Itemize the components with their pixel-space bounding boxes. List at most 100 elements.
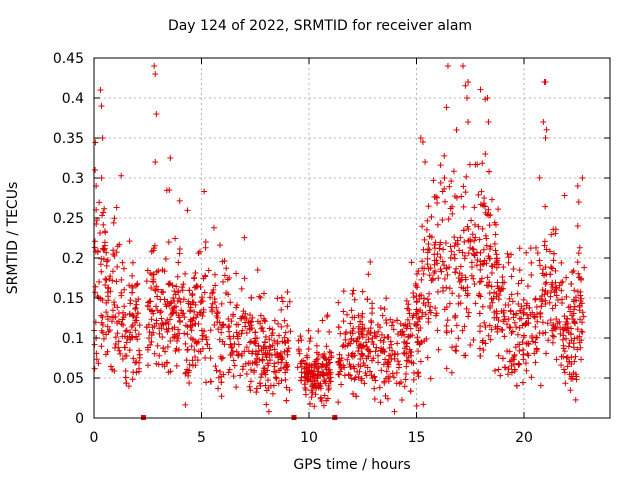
data-point-marker — [359, 310, 366, 317]
data-point-marker — [179, 284, 186, 291]
data-point-marker — [549, 305, 556, 312]
data-point-marker — [441, 262, 448, 269]
data-point-marker — [537, 309, 544, 316]
data-point-marker — [537, 382, 544, 389]
data-point-marker — [413, 293, 420, 300]
x-axis-label: GPS time / hours — [293, 457, 411, 473]
data-point-marker — [114, 263, 121, 270]
data-point-marker — [263, 401, 270, 408]
data-point-marker — [256, 293, 263, 300]
data-point-marker — [575, 270, 582, 277]
data-point-marker — [370, 341, 377, 348]
data-point-marker — [575, 199, 582, 205]
data-point-marker — [174, 332, 181, 339]
data-point-marker — [461, 238, 468, 245]
data-point-marker — [300, 357, 307, 364]
data-point-marker — [368, 319, 375, 326]
data-point-marker — [297, 333, 304, 340]
data-point-marker — [532, 339, 539, 346]
data-point-marker — [394, 358, 401, 365]
data-point-marker — [532, 296, 539, 303]
data-point-marker — [176, 197, 183, 204]
data-point-marker — [543, 126, 550, 133]
data-point-marker — [458, 284, 465, 291]
data-point-marker — [233, 348, 240, 355]
data-point-marker — [423, 226, 430, 233]
data-point-marker — [154, 342, 161, 349]
data-point-marker — [176, 295, 183, 302]
data-point-marker — [444, 317, 451, 324]
data-point-marker — [409, 332, 416, 339]
data-point-marker — [451, 234, 458, 241]
data-point-marker — [465, 250, 472, 257]
data-point-marker — [127, 300, 134, 307]
data-point-marker — [372, 348, 379, 355]
data-point-marker — [477, 266, 484, 273]
data-point-marker — [437, 254, 444, 261]
data-point-marker — [431, 251, 438, 258]
data-point-marker — [193, 314, 200, 321]
data-point-marker — [402, 321, 409, 328]
data-point-marker — [571, 296, 578, 303]
data-point-marker — [542, 280, 549, 287]
data-point-marker — [432, 304, 439, 311]
data-point-marker — [376, 324, 383, 331]
data-point-marker — [407, 388, 414, 395]
data-point-marker — [467, 342, 474, 349]
data-point-marker — [520, 310, 527, 317]
data-point-marker — [482, 151, 489, 157]
data-point-marker — [256, 356, 263, 363]
data-point-marker — [218, 379, 225, 386]
data-point-marker — [97, 230, 104, 237]
data-point-marker — [561, 366, 568, 373]
data-point-marker — [549, 332, 556, 339]
data-point-marker — [560, 326, 567, 333]
data-point-marker — [405, 306, 412, 313]
data-point-marker — [136, 322, 143, 329]
data-point-marker — [213, 367, 220, 374]
data-point-marker — [188, 322, 195, 329]
data-point-marker — [229, 351, 236, 358]
data-point-marker — [510, 266, 517, 273]
data-point-marker — [258, 371, 265, 378]
data-point-marker — [385, 333, 392, 340]
data-point-marker — [274, 340, 281, 347]
data-point-marker — [550, 257, 557, 264]
data-point-marker — [570, 316, 577, 323]
data-point-marker — [553, 284, 560, 291]
data-point-marker — [167, 300, 174, 307]
data-point-marker — [417, 358, 424, 365]
data-point-marker — [539, 286, 546, 293]
data-point-marker — [189, 292, 196, 299]
data-point-marker — [199, 313, 206, 320]
data-point-marker — [419, 309, 426, 316]
data-point-marker — [501, 316, 508, 323]
data-point-marker — [443, 304, 450, 311]
data-point-marker — [218, 300, 225, 307]
data-point-marker — [278, 323, 285, 330]
data-point-marker — [508, 291, 515, 298]
data-point-marker — [189, 362, 196, 369]
data-point-marker — [580, 313, 587, 320]
data-point-marker — [103, 299, 110, 306]
data-point-marker — [98, 312, 105, 319]
data-point-marker — [99, 329, 106, 336]
data-point-marker — [118, 292, 125, 299]
data-point-marker — [375, 328, 382, 335]
data-point-marker — [167, 368, 174, 375]
data-point-marker — [442, 240, 449, 247]
data-point-marker — [182, 401, 189, 408]
data-point-marker — [121, 333, 128, 340]
y-axis-label: SRMTID / TECUs — [5, 181, 21, 295]
data-point-marker — [474, 256, 481, 263]
data-point-marker — [576, 316, 583, 323]
data-point-marker — [186, 380, 193, 387]
data-point-marker — [226, 323, 233, 330]
data-point-marker — [499, 327, 506, 334]
data-point-marker — [574, 223, 581, 229]
data-point-marker — [213, 312, 220, 319]
data-point-marker — [286, 298, 293, 305]
data-point-marker — [448, 369, 455, 376]
data-point-marker — [184, 331, 191, 338]
